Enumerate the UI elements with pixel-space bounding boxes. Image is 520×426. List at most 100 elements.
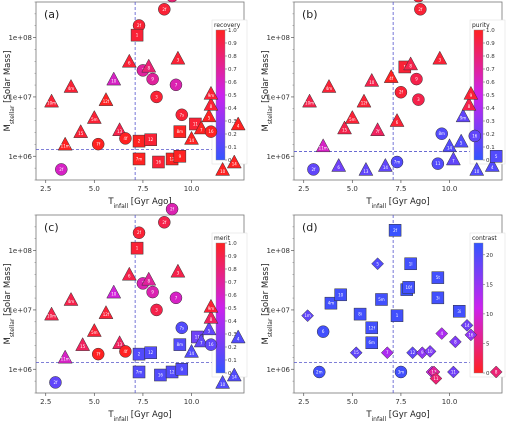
data-point-label: 2f <box>162 7 167 12</box>
colorbar-tick-label: 0.1 <box>486 145 495 151</box>
data-point <box>165 202 179 216</box>
data-point <box>132 365 146 379</box>
data-point-label: 6 <box>128 61 131 66</box>
data-point <box>121 53 137 68</box>
data-point <box>175 321 189 335</box>
y-tick-label: 1e+08 <box>8 34 32 42</box>
data-point-label: 12f <box>369 325 376 330</box>
data-point-label: 8 <box>210 317 213 322</box>
data-point-label: 2f <box>170 207 175 212</box>
data-point-label: 12 <box>170 156 176 161</box>
data-point-label: 10 <box>111 79 117 84</box>
data-point <box>119 132 132 145</box>
data-point <box>121 266 137 281</box>
colorbar-tick-label: 0.4 <box>486 106 495 112</box>
y-axis-label-main: M <box>3 124 13 131</box>
data-point-label: 7m <box>136 369 143 374</box>
data-point-label: 5 <box>208 328 211 333</box>
data-point-label: 3m <box>398 369 405 374</box>
colorbar-title: contrast <box>472 235 497 242</box>
data-point <box>358 161 374 176</box>
data-point-label: 5m <box>91 330 98 335</box>
y-axis-label-sub: stellar <box>9 318 16 337</box>
data-point-label: 1m <box>304 313 311 318</box>
data-point <box>63 78 79 93</box>
y-axis-label-sub: stellar <box>267 105 274 124</box>
data-point-label: 7f <box>96 352 101 357</box>
colorbar-tick-label: 0.1 <box>228 358 237 364</box>
data-point <box>141 271 157 286</box>
colorbar-tick-label: 1.0 <box>228 28 237 34</box>
data-point-label: 2f <box>53 380 58 385</box>
data-point <box>402 281 415 294</box>
data-point-label: 7 <box>200 127 203 132</box>
data-point-label: 5 <box>495 154 498 159</box>
data-point-label: 9m <box>460 115 467 120</box>
data-point <box>158 3 171 16</box>
y-axis-label-sub: stellar <box>9 105 16 124</box>
data-point <box>388 224 402 237</box>
x-axis-label-rest: [Gyr Ago] <box>128 410 172 420</box>
data-point-label: 1 <box>136 246 139 251</box>
data-point-label: 4m <box>68 86 75 91</box>
data-point <box>435 127 448 140</box>
data-point-label: 11 <box>451 369 457 374</box>
data-point-label: 4 <box>491 165 494 170</box>
data-point <box>201 321 217 336</box>
colorbar-tick-label: 0.1 <box>228 145 237 151</box>
data-point-label: 1l <box>409 261 413 266</box>
data-point-label: 10m <box>305 101 314 106</box>
x-tick-label: 2.5 <box>40 398 51 406</box>
data-point <box>169 78 183 92</box>
data-point <box>413 0 424 3</box>
y-tick-label: 1e+08 <box>266 34 290 42</box>
data-point-label: 10 <box>474 169 480 174</box>
data-point-label: 2 <box>138 139 141 144</box>
colorbar-tick-label: 0.8 <box>228 267 237 273</box>
y-axis-label-rest: [Solar Mass] <box>3 50 13 105</box>
data-point-label: 7s <box>179 325 184 330</box>
y-axis-label: Mstellar [Solar Mass] <box>3 263 16 344</box>
data-point <box>170 263 186 278</box>
colorbar <box>215 29 226 161</box>
data-point-label: 12 <box>148 137 154 142</box>
data-point-label: 7m <box>394 160 401 165</box>
data-point <box>150 90 163 104</box>
data-point <box>365 321 379 335</box>
colorbar-tick-label: 1.0 <box>228 241 237 247</box>
x-axis-label-sub: infall <box>372 203 387 210</box>
data-point-label: 8i <box>358 312 362 317</box>
data-point <box>468 129 482 143</box>
data-point-label: 7f <box>96 142 101 147</box>
x-axis-label: Tinfall [Gyr Ago] <box>107 410 171 423</box>
x-tick-label: 5.0 <box>347 398 358 406</box>
colorbar-tick-label: 0.8 <box>228 54 237 60</box>
x-tick-label: 2.5 <box>298 398 309 406</box>
x-tick-label: 10.0 <box>442 398 458 406</box>
colorbar-tick-label: 0.6 <box>228 293 237 299</box>
data-point <box>158 216 171 229</box>
data-point-label: 4m <box>68 299 75 304</box>
data-point <box>315 138 331 153</box>
y-tick-label: 1e+07 <box>266 93 290 101</box>
data-point <box>380 346 394 360</box>
x-tick-label: 5.0 <box>347 185 358 193</box>
y-tick-label: 1e+07 <box>8 306 32 314</box>
data-point-label: 5t <box>436 275 441 280</box>
data-point-label: 12 <box>410 350 416 355</box>
data-point-label: 3 <box>177 58 180 63</box>
data-point-label: 5 <box>376 261 379 266</box>
data-point <box>184 343 199 358</box>
data-point <box>184 130 199 145</box>
colorbar-tick-label: 0.5 <box>486 93 495 99</box>
colorbar-tick-label: 15 <box>486 282 493 288</box>
data-point <box>412 93 425 106</box>
data-point <box>146 72 159 86</box>
data-point <box>364 72 380 87</box>
data-point <box>489 150 503 163</box>
chart-panel-4: 2.5 5.0 7.5 10.0 1e+06 1e+07 1e+08 Tinfall [Gyr… <box>261 214 506 423</box>
data-point-label: 11m <box>61 357 70 362</box>
data-point-label: 7s <box>179 112 184 117</box>
data-point <box>112 335 128 349</box>
